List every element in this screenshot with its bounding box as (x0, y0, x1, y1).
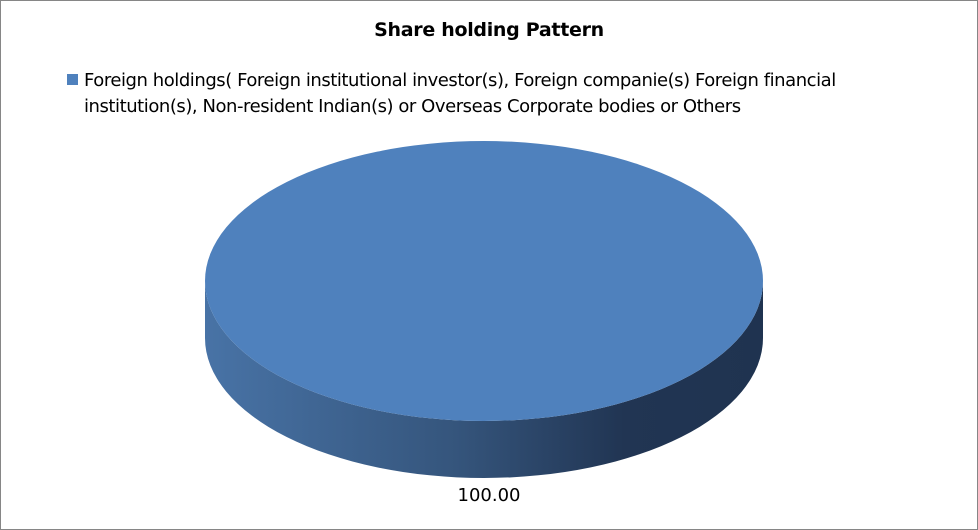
pie-slice-side (205, 281, 763, 478)
legend-entry: Foreign holdings( Foreign institutional … (84, 70, 836, 117)
chart-title: Share holding Pattern (374, 19, 604, 41)
pie-slice (205, 141, 763, 421)
legend-swatch (67, 74, 78, 85)
legend: Foreign holdings( Foreign institutional … (67, 68, 937, 120)
data-label: 100.00 (457, 485, 521, 506)
